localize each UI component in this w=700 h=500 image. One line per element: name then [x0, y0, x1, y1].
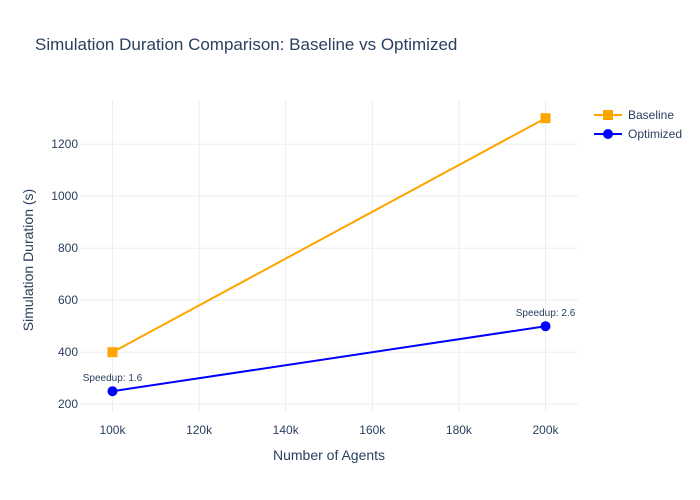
legend[interactable]: Baseline Optimized — [594, 108, 682, 141]
x-tick-label: 160k — [359, 423, 386, 437]
y-tick-label: 1000 — [51, 189, 78, 203]
baseline-point — [107, 347, 118, 358]
y-tick-label: 400 — [58, 345, 78, 359]
legend-marker-baseline — [603, 110, 613, 120]
y-tick-label: 800 — [58, 241, 78, 255]
baseline-point — [540, 113, 551, 124]
x-tick-label: 180k — [446, 423, 473, 437]
y-axis-label: Simulation Duration (s) — [20, 189, 36, 331]
x-axis-label: Number of Agents — [273, 447, 385, 463]
grid-lines — [80, 100, 578, 412]
legend-marker-optimized — [603, 129, 613, 139]
baseline-line — [112, 117, 546, 354]
legend-label-optimized: Optimized — [628, 127, 682, 141]
optimized-line — [112, 325, 546, 393]
tick-labels: 100k 120k 140k 160k 180k 200k 200 400 600 800 1000… — [51, 137, 559, 437]
annotations: Speedup: 1.6 Speedup: 2.6 — [83, 308, 576, 384]
legend-item-optimized[interactable]: Optimized — [594, 127, 682, 141]
y-tick-label: 200 — [58, 397, 78, 411]
y-tick-label: 1200 — [51, 137, 78, 151]
legend-item-baseline[interactable]: Baseline — [594, 108, 674, 122]
x-tick-label: 200k — [533, 423, 560, 437]
optimized-point — [107, 386, 118, 397]
x-tick-label: 100k — [99, 423, 126, 437]
speedup-annotation: Speedup: 2.6 — [516, 308, 576, 319]
chart-title: Simulation Duration Comparison: Baseline… — [35, 35, 457, 54]
speedup-annotation: Speedup: 1.6 — [83, 373, 143, 384]
y-tick-label: 600 — [58, 293, 78, 307]
optimized-point — [540, 321, 551, 332]
legend-label-baseline: Baseline — [628, 108, 674, 122]
x-tick-label: 120k — [186, 423, 213, 437]
x-tick-label: 140k — [273, 423, 300, 437]
series-layer — [107, 113, 551, 397]
